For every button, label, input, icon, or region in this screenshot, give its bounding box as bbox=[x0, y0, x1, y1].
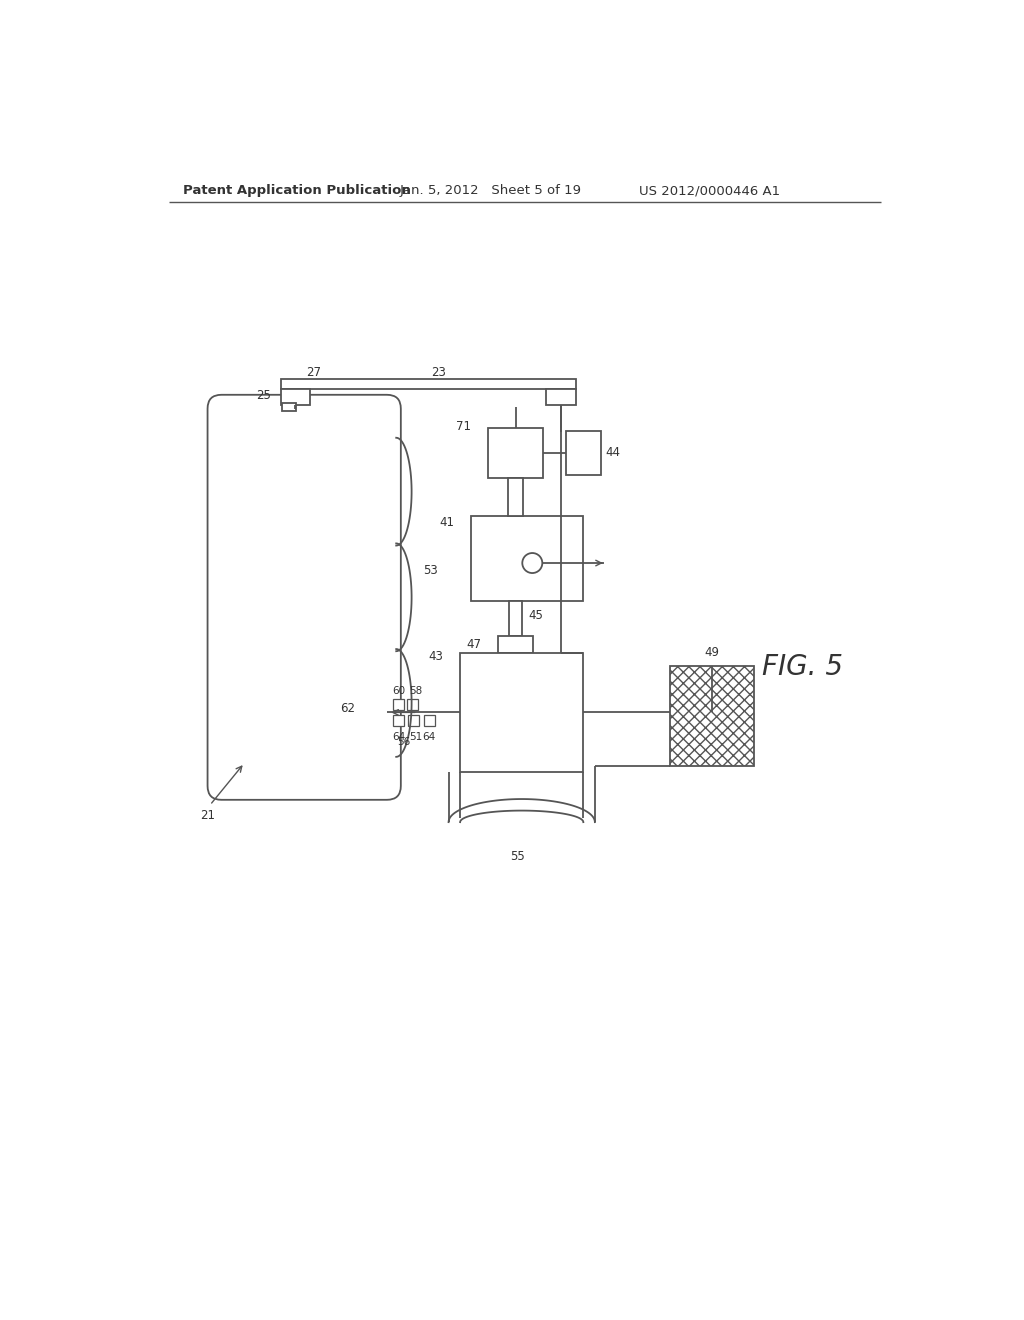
Bar bbox=[424, 714, 435, 726]
Bar bbox=[460, 653, 584, 772]
Text: 45: 45 bbox=[528, 609, 544, 622]
Bar bbox=[487, 428, 544, 478]
Text: 60: 60 bbox=[392, 686, 406, 696]
Text: 64: 64 bbox=[422, 733, 435, 742]
Text: 43: 43 bbox=[428, 649, 443, 663]
Bar bbox=[407, 700, 418, 710]
Text: Patent Application Publication: Patent Application Publication bbox=[183, 185, 411, 197]
Text: 27: 27 bbox=[306, 366, 322, 379]
Text: 51: 51 bbox=[409, 733, 422, 742]
Bar bbox=[499, 636, 532, 653]
Bar bbox=[393, 714, 403, 726]
Text: 49: 49 bbox=[705, 645, 720, 659]
Bar bbox=[408, 714, 419, 726]
Text: 21: 21 bbox=[200, 809, 215, 822]
FancyBboxPatch shape bbox=[208, 395, 400, 800]
Text: 58: 58 bbox=[409, 686, 422, 696]
Text: 64: 64 bbox=[392, 733, 406, 742]
Bar bbox=[509, 601, 522, 636]
Text: 41: 41 bbox=[439, 516, 454, 529]
Text: 47: 47 bbox=[466, 638, 481, 651]
Bar bbox=[547, 389, 575, 405]
Text: 56: 56 bbox=[397, 738, 411, 747]
Bar bbox=[566, 430, 601, 475]
Text: Jan. 5, 2012   Sheet 5 of 19: Jan. 5, 2012 Sheet 5 of 19 bbox=[400, 185, 582, 197]
Bar bbox=[393, 700, 403, 710]
Bar bbox=[471, 516, 583, 601]
Text: 71: 71 bbox=[456, 420, 471, 433]
Bar bbox=[670, 667, 755, 767]
Text: US 2012/0000446 A1: US 2012/0000446 A1 bbox=[639, 185, 780, 197]
Text: 23: 23 bbox=[431, 366, 445, 379]
Bar bbox=[281, 379, 575, 389]
Text: 53: 53 bbox=[423, 565, 438, 577]
Text: 44: 44 bbox=[605, 446, 621, 459]
Text: 62: 62 bbox=[340, 702, 354, 715]
Bar bbox=[508, 478, 523, 516]
Text: 55: 55 bbox=[511, 850, 525, 863]
Bar bbox=[283, 404, 296, 411]
Text: FIG. 5: FIG. 5 bbox=[762, 652, 843, 681]
Bar bbox=[281, 389, 310, 405]
Text: 25: 25 bbox=[256, 389, 271, 403]
